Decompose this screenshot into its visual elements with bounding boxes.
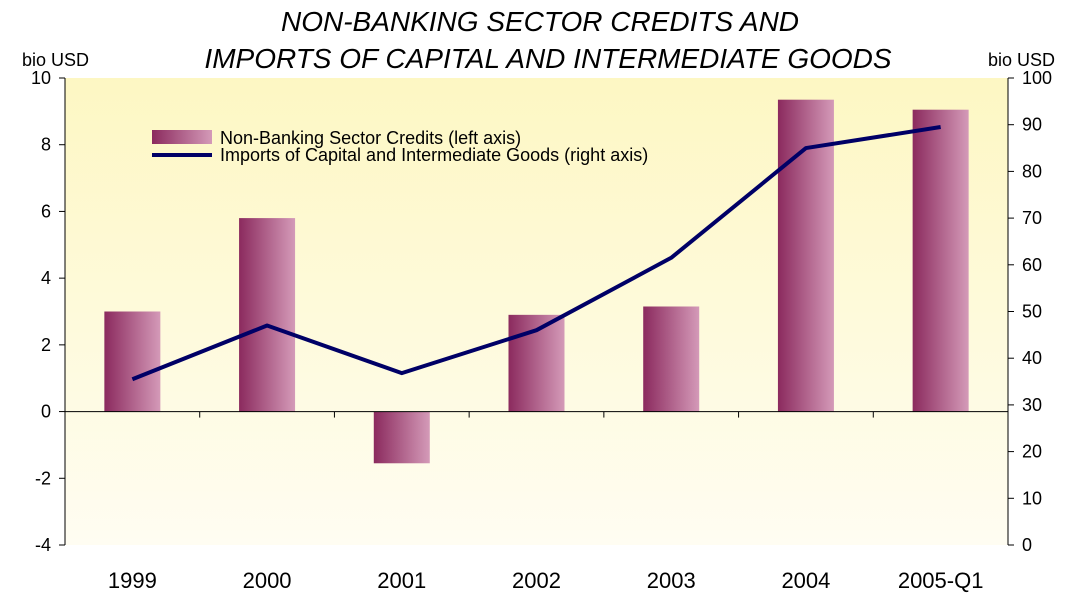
left-tick-label: 2 [41,335,51,355]
bar-2003 [643,306,700,412]
legend-bar-swatch [152,130,212,144]
line-series [131,125,941,382]
bar-series [104,99,969,464]
right-tick-label: 20 [1022,442,1042,462]
right-tick-label: 0 [1022,535,1032,555]
legend-bar-label: Non-Banking Sector Credits (left axis) [220,128,521,148]
category-label: 2003 [647,568,696,593]
category-label: 2004 [781,568,830,593]
right-tick-label: 40 [1022,348,1042,368]
right-tick-label: 90 [1022,115,1042,135]
left-tick-label: 6 [41,201,51,221]
left-axis-ticks: 10 8 6 4 2 0 -2 -4 [31,68,65,555]
bar-1999 [104,311,161,412]
left-axis-unit: bio USD [22,50,89,70]
bar-2001 [373,411,430,464]
right-tick-label: 30 [1022,395,1042,415]
right-tick-label: 70 [1022,208,1042,228]
right-tick-label: 100 [1022,68,1052,88]
left-tick-label: -4 [35,535,51,555]
category-labels: 1999 2000 2001 2002 2003 2004 2005-Q1 [108,568,984,593]
plot-area [65,78,1008,545]
imports-line [131,125,941,382]
bar-2004 [777,99,834,412]
category-label: 2001 [377,568,426,593]
right-axis-unit: bio USD [988,50,1055,70]
right-tick-label: 80 [1022,161,1042,181]
left-tick-label: -2 [35,468,51,488]
category-label: 2000 [243,568,292,593]
bar-2005-Q1 [912,109,969,412]
right-tick-label: 60 [1022,255,1042,275]
legend: Non-Banking Sector Credits (left axis) I… [152,128,648,165]
category-label: 2002 [512,568,561,593]
bar-2000 [239,218,296,412]
right-tick-label: 50 [1022,302,1042,322]
left-tick-label: 8 [41,135,51,155]
chart-title-line-2: IMPORTS OF CAPITAL AND INTERMEDIATE GOOD… [204,43,891,74]
left-tick-label: 4 [41,268,51,288]
category-label: 1999 [108,568,157,593]
legend-line-label: Imports of Capital and Intermediate Good… [220,145,648,165]
category-label: 2005-Q1 [898,568,984,593]
chart-title-line-1: NON-BANKING SECTOR CREDITS AND [281,6,799,37]
left-tick-label: 10 [31,68,51,88]
left-tick-label: 0 [41,402,51,422]
right-tick-label: 10 [1022,488,1042,508]
